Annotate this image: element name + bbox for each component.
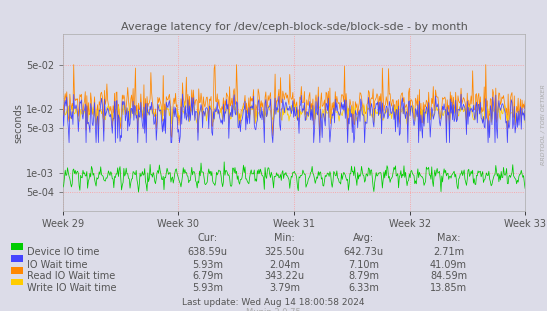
Text: 2.71m: 2.71m bbox=[433, 247, 464, 257]
Text: 8.79m: 8.79m bbox=[348, 271, 379, 281]
Text: Min:: Min: bbox=[274, 233, 295, 243]
Text: Week 29: Week 29 bbox=[42, 219, 84, 229]
Text: Week 32: Week 32 bbox=[388, 219, 430, 229]
Text: 5.93m: 5.93m bbox=[193, 260, 223, 270]
Text: 41.09m: 41.09m bbox=[430, 260, 467, 270]
Text: 343.22u: 343.22u bbox=[264, 271, 305, 281]
Text: Week 31: Week 31 bbox=[273, 219, 315, 229]
Text: 6.79m: 6.79m bbox=[193, 271, 223, 281]
Text: 642.73u: 642.73u bbox=[344, 247, 384, 257]
Text: Munin 2.0.75: Munin 2.0.75 bbox=[246, 308, 301, 311]
Text: Week 30: Week 30 bbox=[158, 219, 200, 229]
Text: 3.79m: 3.79m bbox=[269, 283, 300, 293]
Title: Average latency for /dev/ceph-block-sde/block-sde - by month: Average latency for /dev/ceph-block-sde/… bbox=[120, 22, 468, 32]
Text: 5.93m: 5.93m bbox=[193, 283, 223, 293]
Text: 7.10m: 7.10m bbox=[348, 260, 379, 270]
Text: 84.59m: 84.59m bbox=[430, 271, 467, 281]
Text: Device IO time: Device IO time bbox=[27, 247, 100, 257]
Text: Max:: Max: bbox=[437, 233, 460, 243]
Text: 2.04m: 2.04m bbox=[269, 260, 300, 270]
Text: Week 33: Week 33 bbox=[504, 219, 546, 229]
Text: Write IO Wait time: Write IO Wait time bbox=[27, 283, 117, 293]
Text: Cur:: Cur: bbox=[198, 233, 218, 243]
Text: Last update: Wed Aug 14 18:00:58 2024: Last update: Wed Aug 14 18:00:58 2024 bbox=[182, 298, 365, 307]
Text: IO Wait time: IO Wait time bbox=[27, 260, 88, 270]
Y-axis label: seconds: seconds bbox=[13, 103, 23, 143]
Text: 13.85m: 13.85m bbox=[430, 283, 467, 293]
Text: 638.59u: 638.59u bbox=[188, 247, 228, 257]
Text: Avg:: Avg: bbox=[353, 233, 374, 243]
Text: 6.33m: 6.33m bbox=[348, 283, 379, 293]
Text: Read IO Wait time: Read IO Wait time bbox=[27, 271, 115, 281]
Text: RRDTOOL / TOBI OETIKER: RRDTOOL / TOBI OETIKER bbox=[541, 84, 546, 165]
Text: 325.50u: 325.50u bbox=[264, 247, 305, 257]
